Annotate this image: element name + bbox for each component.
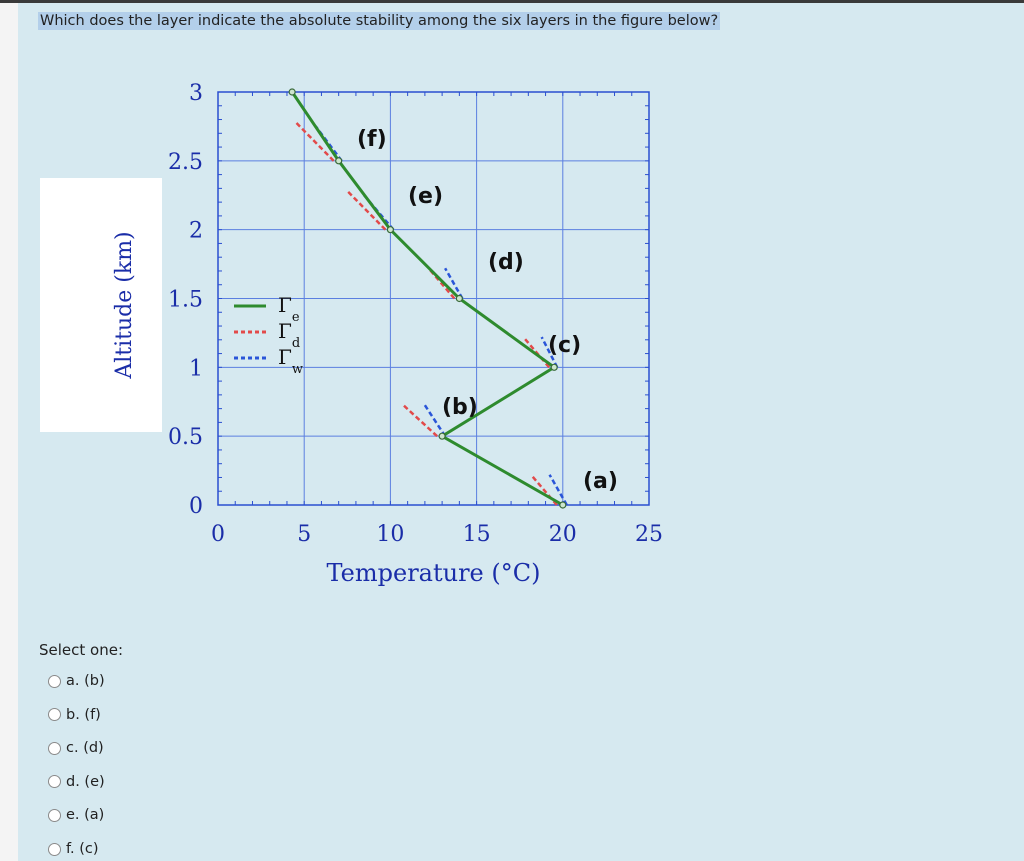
answer-option-label: d. (e) — [66, 773, 105, 790]
wet-adiabat-segment — [423, 403, 447, 437]
answer-option[interactable]: d. (e) — [48, 773, 105, 791]
radio-button[interactable] — [48, 775, 61, 789]
answer-option[interactable]: b. (f) — [48, 706, 101, 724]
x-tick-label: 20 — [549, 522, 577, 547]
layer-label: (e) — [408, 184, 443, 209]
profile-point — [335, 157, 343, 165]
select-one-label: Select one: — [39, 641, 124, 659]
answer-option[interactable]: f. (c) — [48, 840, 99, 858]
plot-area: 0 5 10 15 20 25 0 0.5 1 1.5 2 2.5 3 Temperature (°C) (… — [168, 81, 663, 587]
layer-label: (c) — [548, 333, 581, 358]
answer-option[interactable]: a. (b) — [48, 672, 105, 690]
dry-adiabat-segment — [529, 473, 558, 506]
profile-point — [438, 432, 446, 440]
y-axis-label: Altitude (km) — [112, 231, 137, 379]
y-tick-label: 1.5 — [168, 288, 203, 313]
question-panel — [18, 3, 1024, 861]
x-tick-label: 0 — [211, 522, 225, 547]
radio-button[interactable] — [48, 708, 61, 722]
y-tick-label: 3 — [189, 81, 203, 106]
layer-label: (d) — [488, 250, 524, 275]
legend-label: Γe — [278, 293, 300, 325]
x-tick-label: 15 — [463, 522, 491, 547]
profile-point — [559, 501, 567, 509]
profile-point — [386, 226, 394, 234]
dry-adiabat-segment — [401, 403, 438, 438]
dry-adiabat-segment — [346, 190, 387, 231]
layer-label: (f) — [357, 127, 387, 152]
y-tick-label: 0 — [189, 494, 203, 519]
dry-adiabat-segment — [294, 121, 335, 162]
profile-point — [550, 363, 558, 371]
layer-label: (a) — [583, 469, 618, 494]
x-tick-label: 10 — [376, 522, 404, 547]
answer-option-label: e. (a) — [66, 807, 105, 824]
profile-point — [288, 88, 296, 96]
layer-label: (b) — [442, 395, 478, 420]
y-tick-label: 2.5 — [168, 150, 203, 175]
answer-option-label: f. (c) — [66, 841, 99, 857]
radio-button[interactable] — [48, 741, 61, 755]
x-axis-label: Temperature (°C) — [327, 559, 541, 587]
ylabel-background — [40, 178, 162, 432]
y-tick-label: 2 — [189, 219, 203, 244]
answer-option[interactable]: e. (a) — [48, 806, 104, 824]
radio-button[interactable] — [48, 808, 61, 822]
dry-adiabat-segment — [522, 336, 551, 369]
question-text: Which does the layer indicate the absolu… — [38, 12, 721, 30]
wet-adiabat-segment — [540, 336, 559, 368]
x-tick-label: 5 — [297, 522, 311, 547]
wet-adiabat-segment — [444, 267, 464, 300]
legend-label: Γd — [278, 319, 300, 351]
radio-button[interactable] — [48, 674, 61, 688]
answer-option[interactable]: c. (d) — [48, 739, 104, 757]
y-tick-label: 1 — [189, 356, 203, 381]
answer-option-label: b. (f) — [66, 706, 101, 723]
wet-adiabat-segment — [548, 474, 568, 506]
radio-button[interactable] — [48, 842, 61, 856]
legend-label: Γw — [278, 345, 303, 377]
answer-option-label: c. (d) — [66, 740, 104, 757]
answer-option-label: a. (b) — [66, 673, 105, 689]
profile-point — [455, 294, 463, 303]
x-tick-label: 25 — [635, 522, 663, 547]
top-bar — [0, 0, 1024, 3]
y-tick-label: 0.5 — [168, 425, 203, 450]
